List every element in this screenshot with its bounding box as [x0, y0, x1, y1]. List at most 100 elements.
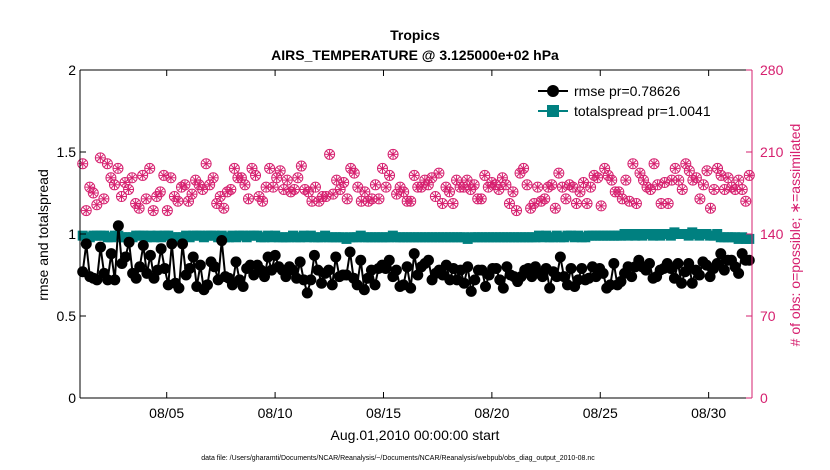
- obs-possible-point: [708, 183, 720, 195]
- obs-assimilated-point: [205, 180, 215, 190]
- rmse-point: [544, 282, 556, 294]
- obs-possible-point: [218, 202, 230, 214]
- rmse-point: [576, 262, 588, 274]
- obs-possible-point: [588, 169, 600, 181]
- rmse-point: [626, 271, 638, 283]
- rmse-point: [458, 277, 470, 289]
- obs-possible-point: [228, 162, 240, 174]
- rmse-point: [718, 264, 730, 276]
- rmse-point: [733, 267, 745, 279]
- obs-assimilated-point: [399, 187, 409, 197]
- obs-possible-point: [581, 198, 593, 210]
- obs-possible-point: [137, 169, 149, 181]
- obs-assimilated-point: [258, 196, 268, 206]
- obs-assimilated-point: [568, 182, 578, 192]
- obs-assimilated-point: [219, 203, 229, 213]
- rmse-point: [305, 274, 317, 286]
- obs-assimilated-point: [677, 184, 687, 194]
- obs-assimilated-point: [325, 149, 335, 159]
- obs-assimilated-point: [547, 180, 557, 190]
- obs-assimilated-point: [596, 201, 606, 211]
- plot-area: [77, 148, 755, 299]
- rmse-point: [187, 251, 199, 263]
- obs-possible-point: [242, 193, 254, 205]
- y-axis-label-right: # of obs: o=possible; ∗=assimilated: [787, 124, 803, 347]
- obs-assimilated-point: [504, 199, 514, 209]
- obs-assimilated-point: [127, 173, 137, 183]
- rmse-point: [405, 282, 417, 294]
- obs-assimilated-point: [303, 187, 313, 197]
- obs-assimilated-point: [638, 175, 648, 185]
- obs-assimilated-point: [243, 194, 253, 204]
- y-right-tick-label: 0: [760, 390, 768, 406]
- rmse-point: [294, 256, 306, 268]
- obs-possible-point: [585, 181, 597, 193]
- chart-subtitle: AIRS_TEMPERATURE @ 3.125000e+02 hPa: [271, 47, 559, 63]
- obs-possible-point: [207, 172, 219, 184]
- obs-assimilated-point: [275, 166, 285, 176]
- obs-assimilated-point: [155, 187, 165, 197]
- rmse-point: [672, 258, 684, 270]
- obs-assimilated-point: [360, 187, 370, 197]
- rmse-point: [269, 249, 281, 261]
- obs-assimilated-point: [282, 175, 292, 185]
- x-axis-label: Aug.01,2010 00:00:00 start: [331, 427, 500, 443]
- obs-assimilated-point: [430, 192, 440, 202]
- obs-possible-point: [264, 162, 276, 174]
- obs-possible-point: [620, 174, 632, 186]
- obs-assimilated-point: [476, 194, 486, 204]
- obs-assimilated-point: [88, 188, 98, 198]
- obs-assimilated-point: [85, 182, 95, 192]
- obs-assimilated-point: [134, 203, 144, 213]
- obs-assimilated-point: [466, 184, 476, 194]
- obs-possible-point: [324, 148, 336, 160]
- rmse-point: [401, 261, 413, 273]
- rmse-point: [301, 287, 313, 299]
- obs-assimilated-point: [508, 187, 518, 197]
- y-tick-label: 1.5: [57, 144, 77, 160]
- obs-assimilated-point: [265, 163, 275, 173]
- obs-assimilated-point: [646, 184, 656, 194]
- obs-assimilated-point: [681, 159, 691, 169]
- obs-assimilated-point: [684, 166, 694, 176]
- obs-assimilated-point: [310, 182, 320, 192]
- obs-possible-point: [694, 193, 706, 205]
- obs-assimilated-point: [741, 196, 751, 206]
- x-tick-label: 08/25: [583, 405, 618, 421]
- rmse-point: [216, 235, 228, 247]
- obs-assimilated-point: [141, 194, 151, 204]
- obs-assimilated-point: [120, 177, 130, 187]
- obs-possible-point: [105, 172, 117, 184]
- obs-assimilated-point: [445, 187, 455, 197]
- obs-possible-point: [112, 162, 124, 174]
- rmse-point: [704, 271, 716, 283]
- rmse-point: [209, 261, 221, 273]
- obs-assimilated-point: [653, 180, 663, 190]
- rmse-point: [201, 279, 213, 291]
- x-tick-label: 08/05: [149, 405, 184, 421]
- obs-possible-point: [408, 169, 420, 181]
- rmse-point: [330, 251, 342, 263]
- rmse-point: [155, 243, 167, 255]
- obs-possible-point: [634, 167, 646, 179]
- obs-assimilated-point: [166, 173, 176, 183]
- obs-assimilated-point: [730, 184, 740, 194]
- obs-assimilated-point: [448, 199, 458, 209]
- obs-assimilated-point: [621, 175, 631, 185]
- rmse-point: [615, 276, 627, 288]
- rmse-point: [134, 261, 146, 273]
- rmse-point: [608, 258, 620, 270]
- obs-assimilated-point: [522, 180, 532, 190]
- obs-possible-point: [511, 205, 523, 217]
- obs-assimilated-point: [300, 184, 310, 194]
- obs-possible-point: [687, 174, 699, 186]
- obs-assimilated-point: [254, 192, 264, 202]
- obs-assimilated-point: [600, 163, 610, 173]
- obs-possible-point: [87, 187, 99, 199]
- obs-possible-point: [140, 193, 152, 205]
- obs-possible-point: [281, 174, 293, 186]
- rmse-point: [344, 246, 356, 258]
- rmse-point: [323, 264, 335, 276]
- rmse-point: [80, 238, 92, 250]
- obs-possible-point: [712, 162, 724, 174]
